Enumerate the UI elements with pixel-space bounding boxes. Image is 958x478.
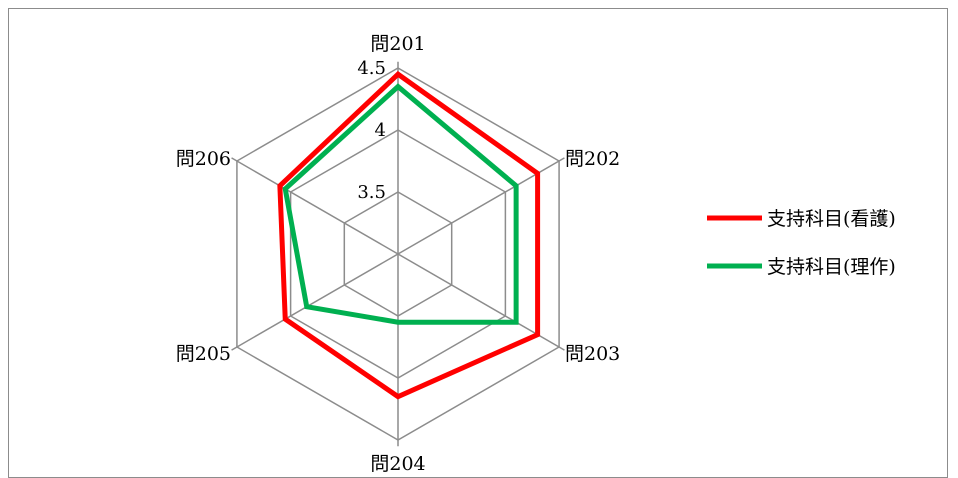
tick-labels: 3.5 4 4.5: [357, 58, 386, 203]
category-label-1: 問201: [370, 33, 425, 55]
spoke-5: [231, 253, 399, 351]
category-label-3: 問203: [565, 343, 620, 365]
legend-label-2: 支持科目(理作): [767, 256, 896, 278]
category-labels: 問201 問202 問203 問204 問205 問206: [176, 33, 621, 473]
category-label-6: 問206: [176, 148, 231, 170]
category-label-5: 問205: [176, 343, 231, 365]
spoke-6: [231, 157, 399, 255]
legend-label-1: 支持科目(看護): [767, 208, 896, 230]
tick-label-1: 3.5: [357, 182, 386, 203]
category-label-4: 問204: [370, 453, 425, 473]
category-label-2: 問202: [565, 148, 620, 170]
legend: 支持科目(看護) 支持科目(理作): [707, 208, 896, 278]
series-line-1: [277, 70, 541, 400]
series-layer: [277, 70, 541, 400]
tick-label-2: 4: [375, 120, 386, 141]
series-line-2: [282, 83, 519, 325]
chart-frame: [8, 8, 948, 478]
tick-label-3: 4.5: [357, 58, 386, 79]
